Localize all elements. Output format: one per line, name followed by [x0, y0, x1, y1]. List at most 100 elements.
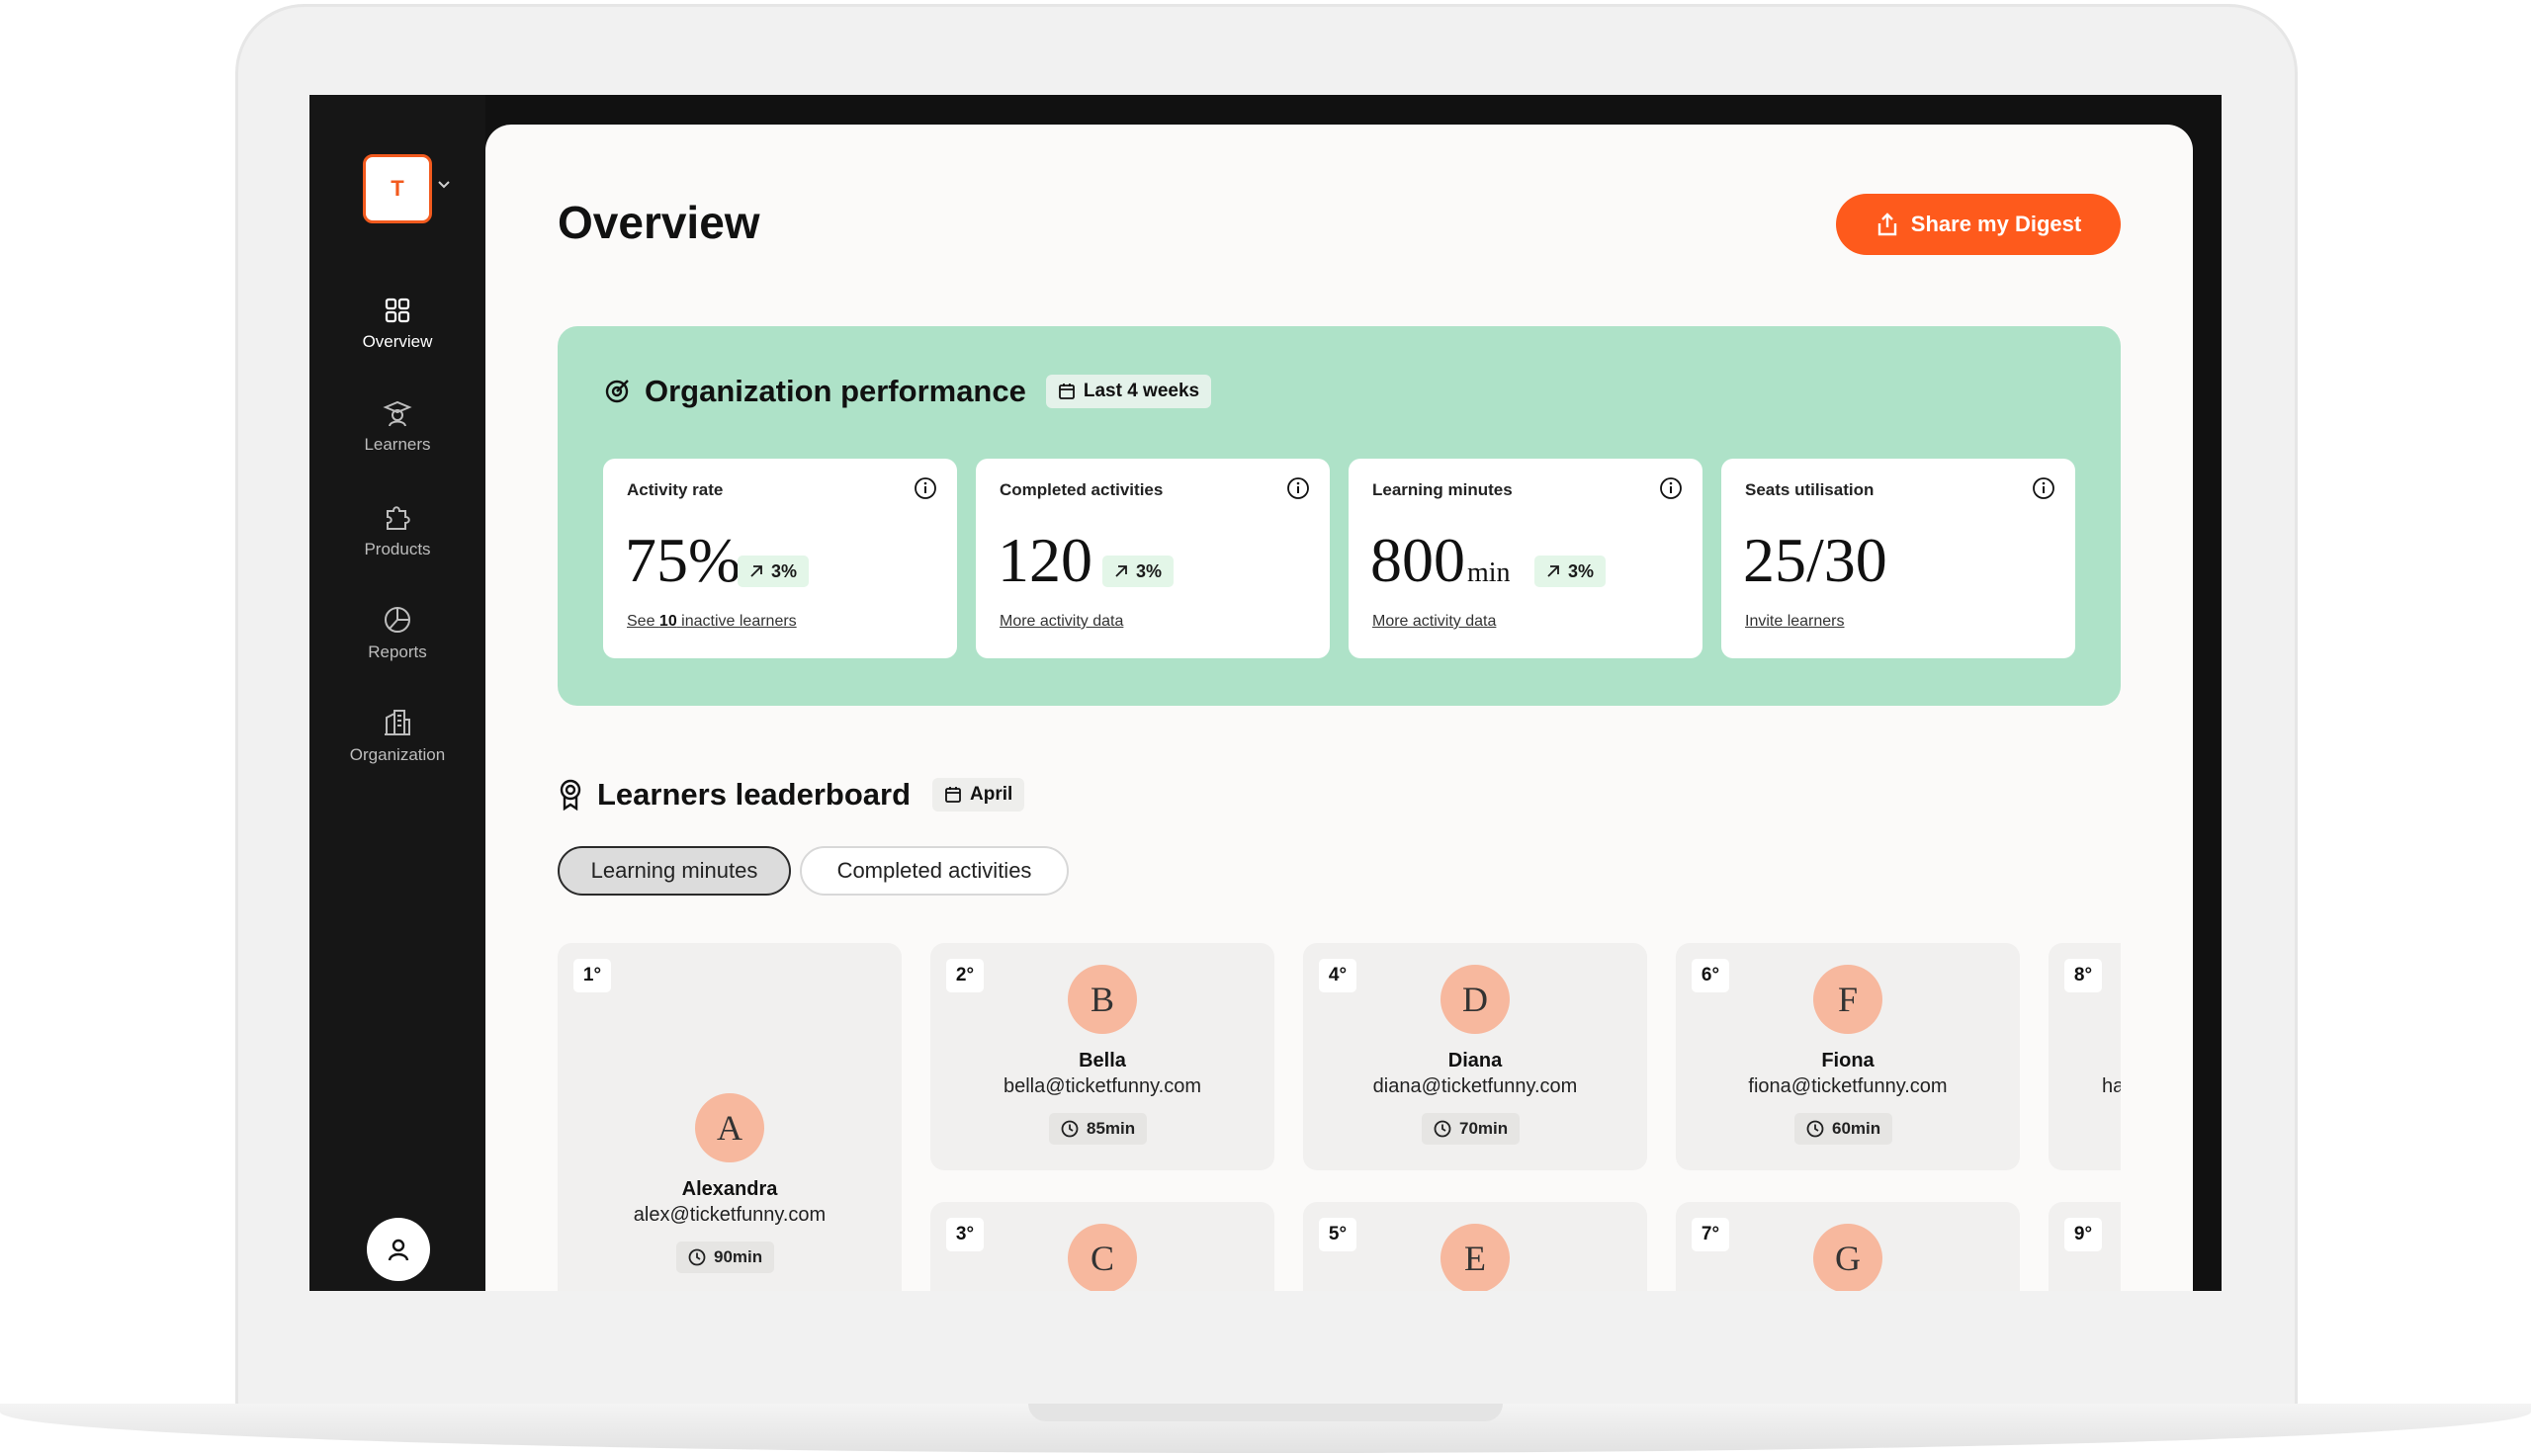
arrow-up-right-icon — [750, 565, 762, 577]
clock-icon — [688, 1248, 706, 1266]
minutes-badge: 60min — [1794, 1113, 1893, 1145]
building-icon — [385, 710, 410, 735]
minutes-badge: 90min — [676, 1242, 775, 1273]
page-title: Overview — [558, 197, 760, 248]
info-icon[interactable] — [1659, 476, 1683, 500]
user-icon — [388, 1239, 409, 1261]
invite-learners-link[interactable]: Invite learners — [1745, 613, 1845, 630]
share-digest-button[interactable]: Share my Digest — [1836, 194, 2121, 255]
metric-card-learning-minutes: Learning minutes 800 min 3% More activity… — [1349, 459, 1702, 658]
app-screen: T Overview Learners Pro — [309, 95, 2222, 1291]
period-selector[interactable]: Last 4 weeks — [1045, 375, 1212, 408]
puzzle-icon — [387, 506, 410, 530]
period-label: Last 4 weeks — [1083, 381, 1200, 401]
grid-icon — [385, 298, 410, 323]
chevron-down-icon[interactable] — [436, 176, 452, 192]
sidebar-item-label: Organization — [349, 745, 446, 764]
leaderboard-card[interactable]: 3° C — [930, 1202, 1274, 1291]
clock-icon — [1434, 1120, 1451, 1138]
month-selector[interactable]: April — [932, 778, 1025, 812]
metric-card-seats-utilisation: Seats utilisation 25/30 Invite learners — [1721, 459, 2075, 658]
leaderboard-card[interactable]: 1° A Alexandra alex@ticketfunny.com 90mi… — [558, 943, 902, 1291]
calendar-icon — [1058, 384, 1075, 399]
rank-badge: 2° — [946, 959, 984, 992]
month-label: April — [970, 784, 1013, 805]
learner-email: ha — [2102, 1075, 2121, 1097]
leaderboard-card[interactable]: 7° G — [1676, 1202, 2020, 1291]
rank-badge: 7° — [1692, 1218, 1729, 1251]
info-icon[interactable] — [2032, 476, 2055, 500]
inactive-learners-link[interactable]: See 10 inactive learners — [627, 613, 797, 630]
leaderboard-card[interactable]: 6° F Fiona fiona@ticketfunny.com 60min — [1676, 943, 2020, 1170]
info-icon[interactable] — [914, 476, 937, 500]
learner-avatar: D — [1440, 965, 1510, 1034]
minutes-badge: 85min — [1049, 1113, 1148, 1145]
info-icon[interactable] — [1286, 476, 1310, 500]
sidebar-item-label: Overview — [362, 332, 433, 351]
rank-badge: 6° — [1692, 959, 1729, 992]
learner-icon — [383, 400, 412, 427]
metric-label: Learning minutes — [1372, 480, 1513, 499]
sidebar-item-label: Learners — [364, 435, 431, 454]
rank-badge: 3° — [946, 1218, 984, 1251]
minutes-badge: 70min — [1422, 1113, 1521, 1145]
leaderboard-header: Learners leaderboard April — [558, 777, 1025, 813]
leaderboard-card[interactable]: 2° B Bella bella@ticketfunny.com 85min — [930, 943, 1274, 1170]
learner-name: Diana — [1447, 1050, 1503, 1071]
user-avatar-button[interactable] — [367, 1218, 430, 1281]
learner-avatar: F — [1813, 965, 1882, 1034]
sidebar-item-organization[interactable]: Organization — [309, 708, 485, 787]
pie-chart-icon — [385, 607, 410, 633]
organization-performance-panel: Organization performance Last 4 weeks Ac… — [558, 326, 2121, 706]
sidebar-item-products[interactable]: Products — [309, 502, 485, 581]
metric-card-activity-rate: Activity rate 75% 3% See 10 inactive lea… — [603, 459, 957, 658]
more-activity-data-link[interactable]: More activity data — [1372, 613, 1497, 630]
metric-value: 800 min — [1370, 525, 1511, 595]
sidebar: T Overview Learners Pro — [309, 95, 485, 1291]
rank-badge: 5° — [1319, 1218, 1356, 1251]
more-activity-data-link[interactable]: More activity data — [1000, 613, 1124, 630]
performance-header: Organization performance Last 4 weeks — [603, 374, 1212, 409]
tab-completed-activities[interactable]: Completed activities — [800, 846, 1069, 896]
trend-badge: 3% — [1102, 556, 1175, 587]
award-icon — [560, 779, 581, 811]
share-icon — [1877, 213, 1896, 236]
learner-name: Fiona — [1821, 1050, 1875, 1071]
learner-avatar: B — [1068, 965, 1137, 1034]
trend-badge: 3% — [738, 556, 810, 587]
sidebar-item-reports[interactable]: Reports — [309, 605, 485, 684]
tab-learning-minutes[interactable]: Learning minutes — [558, 846, 791, 896]
learner-avatar: E — [1440, 1224, 1510, 1291]
rank-badge: 8° — [2064, 959, 2102, 992]
rank-badge: 4° — [1319, 959, 1356, 992]
learner-avatar: G — [1813, 1224, 1882, 1291]
metric-label: Completed activities — [1000, 480, 1164, 499]
metric-label: Seats utilisation — [1745, 480, 1875, 499]
org-switcher-logo[interactable]: T — [363, 154, 432, 223]
leaderboard-card[interactable]: 5° E — [1303, 1202, 1647, 1291]
calendar-icon — [945, 787, 961, 803]
trend-badge: 3% — [1534, 556, 1607, 587]
sidebar-item-learners[interactable]: Learners — [309, 399, 485, 478]
metric-card-completed-activities: Completed activities 120 3% More activit… — [976, 459, 1330, 658]
laptop-notch — [1028, 1404, 1503, 1421]
learner-name: Bella — [1079, 1050, 1126, 1071]
learner-email: alex@ticketfunny.com — [633, 1204, 827, 1226]
clock-icon — [1806, 1120, 1824, 1138]
sidebar-item-overview[interactable]: Overview — [309, 297, 485, 376]
learner-email: fiona@ticketfunny.com — [1748, 1075, 1948, 1097]
rank-badge: 1° — [573, 959, 611, 992]
share-digest-label: Share my Digest — [1910, 212, 2082, 236]
leaderboard-card[interactable]: 4° D Diana diana@ticketfunny.com 70min — [1303, 943, 1647, 1170]
main-content: Overview Share my Digest Organization pe… — [485, 125, 2193, 1291]
clock-icon — [1061, 1120, 1079, 1138]
learner-name: Alexandra — [681, 1178, 778, 1200]
leaderboard-card[interactable]: 8° ha — [2049, 943, 2121, 1170]
metric-value: 25/30 — [1743, 525, 1887, 595]
rank-badge: 9° — [2064, 1218, 2102, 1251]
learner-avatar: A — [695, 1093, 764, 1162]
leaderboard-title: Learners leaderboard — [597, 777, 912, 812]
leaderboard-card[interactable]: 9° — [2049, 1202, 2121, 1291]
learner-email: diana@ticketfunny.com — [1372, 1075, 1578, 1097]
learner-avatar: C — [1068, 1224, 1137, 1291]
